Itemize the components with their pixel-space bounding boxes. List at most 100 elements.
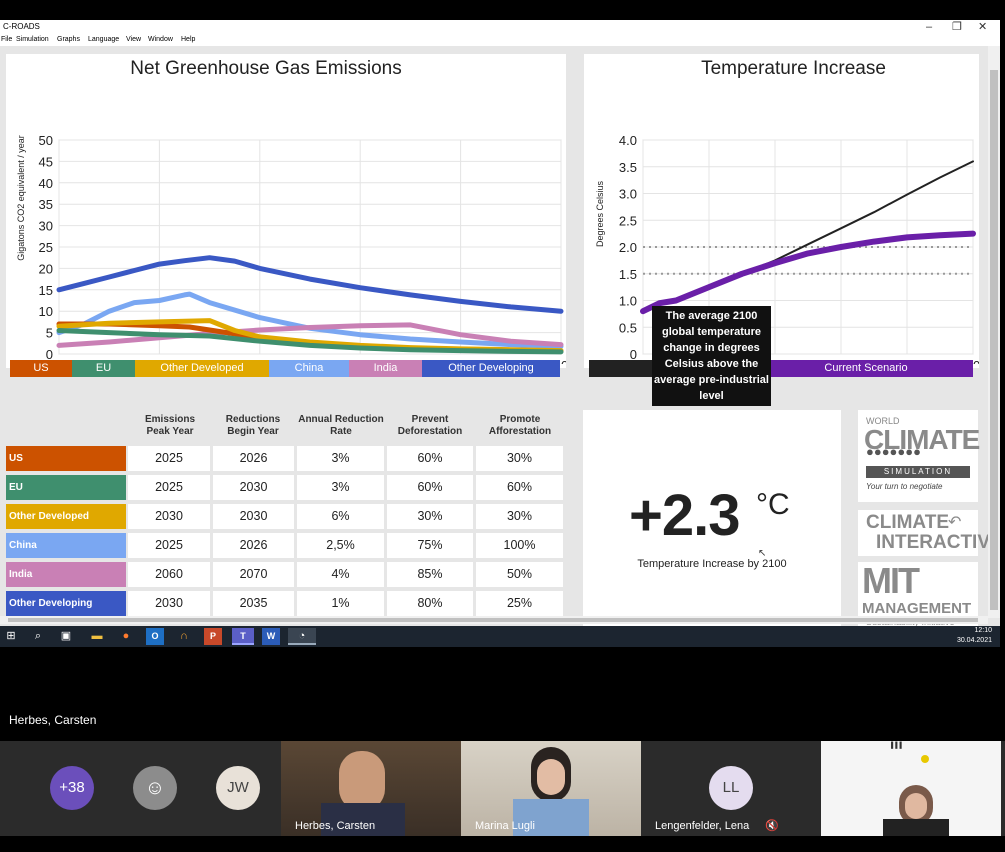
menu-window[interactable]: Window [148, 36, 173, 43]
cell-other-developing-afforestation[interactable]: 25% [476, 591, 563, 616]
cell-other-developing-reduction-rate[interactable]: 1% [297, 591, 384, 616]
emissions-legend: US EU Other Developed China India Other … [10, 360, 560, 377]
minimize-button[interactable]: – [926, 21, 933, 33]
menu-simulation[interactable]: Simulation [16, 36, 49, 43]
cell-china-deforestation[interactable]: 75% [387, 533, 473, 558]
powerpoint-icon[interactable]: P [204, 628, 222, 645]
cell-other-developed-begin-year[interactable]: 2030 [213, 504, 294, 529]
participant-name-lena: Lengenfelder, Lena [655, 820, 750, 832]
cell-china-begin-year[interactable]: 2026 [213, 533, 294, 558]
cell-us-reduction-rate[interactable]: 3% [297, 446, 384, 471]
world-climate-logo: WORLD CLIMATE ●●●●●●● SIMULATION Your tu… [858, 410, 980, 502]
cell-other-developed-deforestation[interactable]: 30% [387, 504, 473, 529]
menu-language[interactable]: Language [88, 36, 120, 43]
window-title: C-ROADS [3, 22, 40, 31]
temperature-ytick-label: 2.5 [619, 213, 637, 228]
row-label-india: India [6, 562, 126, 587]
cell-us-deforestation[interactable]: 60% [387, 446, 473, 471]
temperature-chart: 20002020204020602080210000.51.01.52.02.5… [595, 133, 979, 364]
cell-other-developed-reduction-rate[interactable]: 6% [297, 504, 384, 529]
firefox-icon[interactable]: ● [122, 630, 130, 642]
row-label-other-developing: Other Developing [6, 591, 126, 616]
cell-eu-begin-year[interactable]: 2030 [213, 475, 294, 500]
person-silhouette [339, 751, 385, 811]
emissions-ytick-label: 30 [39, 219, 53, 234]
horizontal-scroll-thumb[interactable] [8, 618, 978, 622]
word-icon[interactable]: W [262, 628, 280, 645]
cell-eu-deforestation[interactable]: 60% [387, 475, 473, 500]
legend-china: China [269, 360, 349, 377]
temperature-chart-panel: Temperature Increase 2000202020402060208… [584, 54, 979, 368]
temperature-chart-title: Temperature Increase [701, 58, 886, 79]
temperature-tooltip: The average 2100 global temperature chan… [652, 306, 771, 406]
people-silhouettes: ●●●●●●● [866, 444, 921, 459]
emissions-ylabel: Gigatons CO2 equivalent / year [16, 135, 26, 261]
windows-start-icon[interactable]: ⊞ [6, 630, 16, 642]
emissions-ytick-label: 50 [39, 133, 53, 148]
menu-bar: File Simulation Graphs Language View Win… [0, 34, 1000, 46]
menu-help[interactable]: Help [181, 36, 196, 43]
cell-india-begin-year[interactable]: 2070 [213, 562, 294, 587]
cell-other-developing-begin-year[interactable]: 2035 [213, 591, 294, 616]
emissions-ytick-label: 0 [46, 347, 53, 362]
result-panel: +2.3 °C Temperature Increase by 2100 ↖ [583, 410, 841, 626]
temperature-ytick-label: 0 [630, 347, 637, 362]
emissions-series-china [56, 291, 564, 349]
legend-eu: EU [72, 360, 135, 377]
cell-us-peak-year[interactable]: 2025 [128, 446, 210, 471]
row-label-us: US [6, 446, 126, 471]
title-bar: C-ROADS – ❐ ✕ [0, 20, 1000, 34]
legend-us: US [10, 360, 72, 377]
legend-other-developed: Other Developed [135, 360, 269, 377]
participant-name-marina: Marina Lugli [475, 820, 535, 832]
outlook-icon[interactable]: O [146, 628, 164, 645]
emissions-ytick-label: 40 [39, 176, 53, 191]
header-prevent-deforestation: Prevent Deforestation [397, 414, 463, 437]
cell-eu-peak-year[interactable]: 2025 [128, 475, 210, 500]
search-icon[interactable]: ⌕ [34, 630, 42, 642]
task-view-icon[interactable]: ▣ [60, 630, 72, 642]
emissions-ytick-label: 45 [39, 154, 53, 169]
clock-date: 30.04.2021 [956, 637, 992, 644]
participant-avatar-ll: LL [709, 766, 753, 810]
participant-tile-lena: LL Lengenfelder, Lena 🔇 [641, 741, 821, 836]
cell-india-deforestation[interactable]: 85% [387, 562, 473, 587]
more-participants-button[interactable]: +38 [50, 766, 94, 810]
legend-other-developing: Other Developing [422, 360, 560, 377]
vertical-scroll-thumb[interactable] [990, 70, 998, 610]
cell-china-afforestation[interactable]: 100% [476, 533, 563, 558]
headset-icon[interactable]: ∩ [180, 630, 188, 642]
menu-graphs[interactable]: Graphs [57, 36, 80, 43]
header-emissions-peak-year: Emissions Peak Year [144, 414, 196, 437]
menu-view[interactable]: View [126, 36, 142, 43]
participant-video-carsten: Herbes, Carsten [281, 741, 461, 836]
emissions-ytick-label: 15 [39, 283, 53, 298]
temperature-series-current-scenario [640, 230, 976, 315]
emissions-ytick-label: 20 [39, 261, 53, 276]
menu-file[interactable]: File [1, 36, 13, 43]
cell-other-developed-afforestation[interactable]: 30% [476, 504, 563, 529]
temperature-result-caption: Temperature Increase by 2100 [637, 558, 787, 570]
maximize-button[interactable]: ❐ [952, 21, 962, 33]
horizontal-scrollbar[interactable] [0, 616, 988, 624]
cell-us-afforestation[interactable]: 30% [476, 446, 563, 471]
cell-other-developing-deforestation[interactable]: 80% [387, 591, 473, 616]
teams-icon[interactable]: T [232, 628, 254, 645]
cell-china-reduction-rate[interactable]: 2,5% [297, 533, 384, 558]
cell-india-peak-year[interactable]: 2060 [128, 562, 210, 587]
cell-india-reduction-rate[interactable]: 4% [297, 562, 384, 587]
cell-eu-afforestation[interactable]: 60% [476, 475, 563, 500]
file-explorer-icon[interactable]: ▬ [91, 630, 103, 642]
cell-eu-reduction-rate[interactable]: 3% [297, 475, 384, 500]
emissions-grid [58, 139, 562, 355]
cell-india-afforestation[interactable]: 50% [476, 562, 563, 587]
cell-other-developing-peak-year[interactable]: 2030 [128, 591, 210, 616]
close-button[interactable]: ✕ [978, 21, 988, 33]
c-roads-taskbar-icon[interactable]: ◔ [288, 628, 316, 645]
legend-current-scenario: Current Scenario [759, 360, 973, 377]
cell-other-developed-peak-year[interactable]: 2030 [128, 504, 210, 529]
cell-china-peak-year[interactable]: 2025 [128, 533, 210, 558]
cell-us-begin-year[interactable]: 2026 [213, 446, 294, 471]
row-label-eu: EU [6, 475, 126, 500]
vertical-scrollbar[interactable] [988, 46, 1000, 618]
